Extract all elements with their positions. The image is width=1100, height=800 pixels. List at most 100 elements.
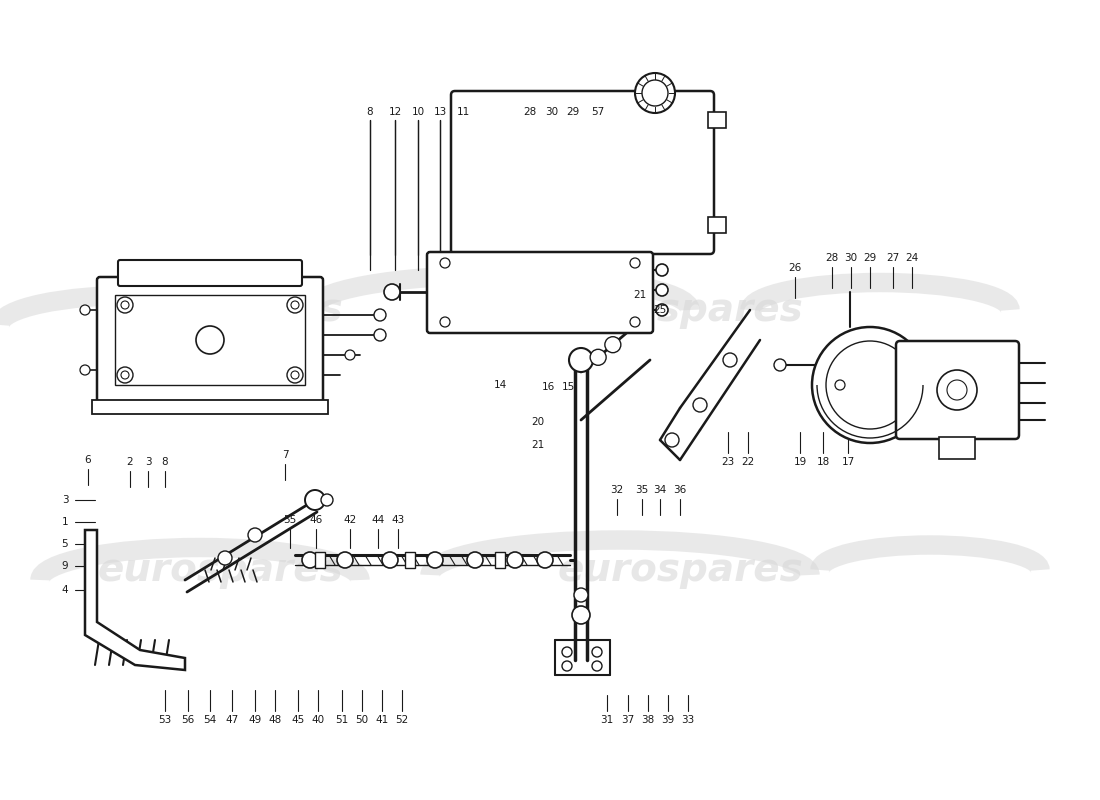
Text: 31: 31 [601, 715, 614, 725]
Text: 21: 21 [634, 290, 647, 300]
Text: 1: 1 [62, 517, 68, 527]
Circle shape [642, 80, 668, 106]
Circle shape [287, 367, 303, 383]
Circle shape [427, 552, 443, 568]
FancyBboxPatch shape [97, 277, 323, 403]
Text: 6: 6 [85, 455, 91, 465]
Text: 29: 29 [566, 107, 580, 117]
Circle shape [574, 588, 589, 602]
Bar [708, 112, 726, 128]
Circle shape [537, 552, 553, 568]
Text: 46: 46 [309, 515, 322, 525]
Text: 7: 7 [282, 450, 288, 460]
Bar [405, 552, 415, 568]
Text: 32: 32 [610, 485, 624, 495]
Text: 18: 18 [816, 457, 829, 467]
Circle shape [812, 327, 928, 443]
Text: 21: 21 [531, 440, 544, 450]
Text: 24: 24 [905, 253, 918, 263]
Text: 4: 4 [62, 585, 68, 595]
Bar [315, 552, 324, 568]
Text: 54: 54 [204, 715, 217, 725]
Circle shape [507, 552, 522, 568]
Circle shape [666, 433, 679, 447]
Text: eurospares: eurospares [97, 291, 343, 329]
Text: 50: 50 [355, 715, 368, 725]
Bar [495, 552, 505, 568]
Circle shape [656, 284, 668, 296]
Circle shape [590, 350, 606, 366]
Circle shape [937, 370, 977, 410]
Text: 3: 3 [62, 495, 68, 505]
Circle shape [345, 350, 355, 360]
Circle shape [656, 264, 668, 276]
Text: 28: 28 [825, 253, 838, 263]
Circle shape [572, 606, 590, 624]
Circle shape [337, 552, 353, 568]
Circle shape [440, 317, 450, 327]
Text: 25: 25 [653, 305, 667, 315]
Text: 35: 35 [636, 485, 649, 495]
Circle shape [117, 367, 133, 383]
Circle shape [440, 258, 450, 268]
Polygon shape [85, 530, 185, 670]
Circle shape [80, 305, 90, 315]
Circle shape [605, 337, 620, 353]
Circle shape [302, 552, 318, 568]
Text: 42: 42 [343, 515, 356, 525]
Text: 3: 3 [145, 457, 152, 467]
Text: 17: 17 [842, 457, 855, 467]
Circle shape [562, 661, 572, 671]
FancyBboxPatch shape [118, 260, 303, 286]
Circle shape [292, 371, 299, 379]
Text: 37: 37 [621, 715, 635, 725]
Text: 39: 39 [661, 715, 674, 725]
Text: 28: 28 [524, 107, 537, 117]
Text: 5: 5 [62, 539, 68, 549]
Text: 16: 16 [541, 382, 554, 392]
Circle shape [292, 301, 299, 309]
Text: 20: 20 [531, 417, 544, 427]
Circle shape [635, 73, 675, 113]
Text: 48: 48 [268, 715, 282, 725]
Text: 43: 43 [392, 515, 405, 525]
Text: 55: 55 [284, 515, 297, 525]
Circle shape [592, 647, 602, 657]
Text: 26: 26 [789, 263, 802, 273]
Circle shape [374, 329, 386, 341]
Text: 23: 23 [722, 457, 735, 467]
Circle shape [196, 326, 224, 354]
Text: 57: 57 [592, 107, 605, 117]
Text: 9: 9 [62, 561, 68, 571]
Text: 22: 22 [741, 457, 755, 467]
Text: 34: 34 [653, 485, 667, 495]
Circle shape [562, 647, 572, 657]
Circle shape [835, 380, 845, 390]
Text: 45: 45 [292, 715, 305, 725]
Bar [708, 217, 726, 233]
Bar [116, 295, 305, 385]
Text: 40: 40 [311, 715, 324, 725]
FancyBboxPatch shape [427, 252, 653, 333]
Circle shape [374, 309, 386, 321]
Circle shape [592, 661, 602, 671]
Text: 53: 53 [158, 715, 172, 725]
Text: 10: 10 [411, 107, 425, 117]
Text: 15: 15 [561, 382, 574, 392]
Text: 33: 33 [681, 715, 694, 725]
FancyBboxPatch shape [451, 91, 714, 254]
Text: 19: 19 [793, 457, 806, 467]
Text: 51: 51 [336, 715, 349, 725]
Text: 8: 8 [162, 457, 168, 467]
Text: 11: 11 [456, 107, 470, 117]
Text: eurospares: eurospares [557, 551, 803, 589]
Circle shape [117, 297, 133, 313]
Circle shape [947, 380, 967, 400]
Text: 47: 47 [226, 715, 239, 725]
Circle shape [569, 348, 593, 372]
Text: 49: 49 [249, 715, 262, 725]
Circle shape [826, 341, 914, 429]
Text: 27: 27 [887, 253, 900, 263]
Text: 44: 44 [372, 515, 385, 525]
Bar [939, 437, 975, 459]
